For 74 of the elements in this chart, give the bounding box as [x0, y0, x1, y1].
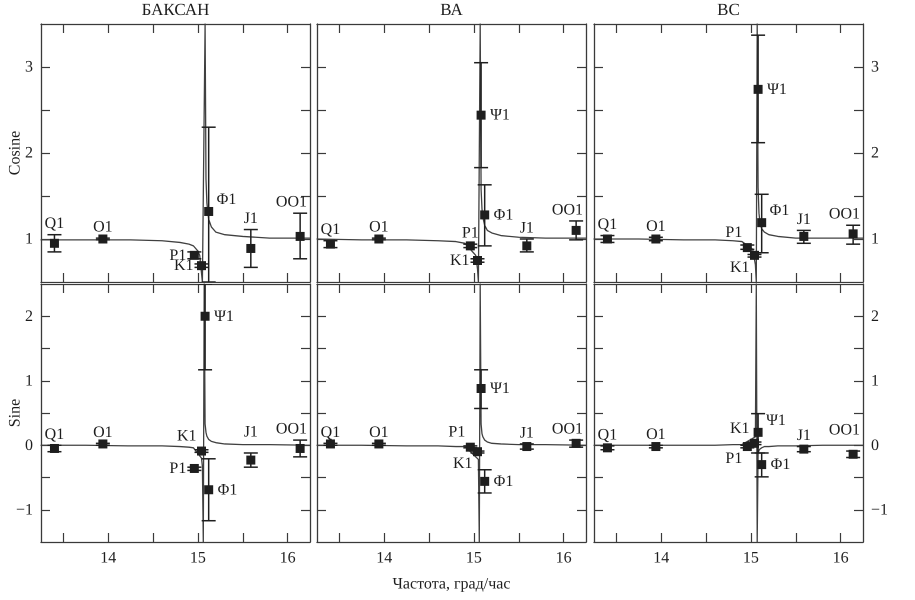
y-tick-label: 1	[871, 230, 879, 248]
annotation: J1	[244, 423, 258, 440]
annotation: P1	[462, 224, 479, 242]
annotation: Q1	[598, 216, 618, 234]
annotation: K1	[176, 428, 197, 445]
annotation: J1	[520, 424, 534, 442]
annotation: OO1	[276, 420, 307, 438]
y-tick-label: 2	[871, 308, 879, 325]
y-tick-label: −1	[16, 501, 33, 518]
annotation: Ψ1	[767, 80, 787, 98]
annotation: J1	[244, 210, 258, 228]
annotation: Q1	[320, 424, 340, 441]
y-axis-title: Sine	[6, 398, 24, 428]
y-tick-label: −1	[871, 501, 888, 518]
annotation: Φ1	[218, 481, 238, 498]
annotation: O1	[93, 424, 113, 441]
annotation: OO1	[552, 201, 583, 218]
y-tick-label: 2	[25, 144, 33, 162]
annotation: K1	[452, 455, 473, 472]
y-tick-label: 1	[25, 230, 33, 248]
annotation: J1	[520, 220, 534, 236]
annotation: Q1	[598, 426, 618, 444]
annotation: O1	[369, 424, 389, 441]
x-tick-label: 16	[832, 550, 849, 566]
x-axis-title: Частота, град/час	[392, 576, 510, 592]
annotation: P1	[169, 460, 186, 477]
annotation: Φ1	[494, 472, 514, 490]
annotation: K1	[730, 258, 750, 276]
annotation: O1	[369, 218, 389, 236]
y-tick-label: 2	[25, 308, 33, 325]
annotation: Q1	[44, 215, 64, 232]
annotation: O1	[646, 218, 666, 235]
annotation: O1	[93, 218, 113, 236]
annotation: Φ1	[770, 202, 790, 220]
x-tick-label: 15	[466, 550, 482, 566]
annotation: K1	[450, 252, 470, 269]
annotation: Q1	[44, 426, 64, 443]
annotation: P1	[725, 224, 742, 242]
x-tick-label: 16	[280, 550, 296, 566]
annotation: Ψ1	[766, 412, 786, 429]
y-tick-label: 0	[871, 436, 879, 454]
x-tick-label: 15	[190, 550, 206, 566]
annotation: Φ1	[770, 456, 790, 474]
y-tick-label: 1	[25, 372, 33, 390]
x-tick-label: 14	[100, 550, 116, 566]
annotation: Φ1	[216, 190, 236, 208]
chart-title: БАКСАН	[142, 0, 210, 19]
annotation: OO1	[552, 420, 583, 438]
annotation: P1	[448, 424, 466, 441]
y-tick-label: 3	[25, 58, 33, 76]
x-tick-label: 14	[653, 550, 670, 566]
y-tick-label: 2	[871, 144, 879, 162]
y-tick-label: 0	[25, 436, 33, 454]
annotation: Ψ1	[490, 106, 510, 124]
x-tick-label: 15	[742, 550, 759, 566]
annotation: Φ1	[494, 206, 514, 224]
chart-title: ВС	[717, 0, 740, 19]
annotation: P1	[725, 450, 742, 468]
annotation: Q1	[320, 221, 340, 238]
annotation: Ψ1	[490, 380, 510, 397]
annotation: K1	[730, 420, 750, 437]
annotation: Ψ1	[214, 308, 234, 325]
annotation: OO1	[276, 194, 307, 211]
y-tick-label: 1	[871, 372, 879, 390]
annotation: OO1	[828, 422, 860, 439]
annotation: J1	[796, 427, 811, 444]
annotation: O1	[646, 426, 666, 443]
x-tick-label: 16	[556, 550, 572, 566]
annotation: J1	[796, 210, 811, 228]
y-tick-label: 3	[871, 58, 879, 76]
chart-title: ВА	[440, 0, 464, 19]
annotation: OO1	[828, 206, 860, 223]
y-axis-title: Cosine	[6, 130, 24, 176]
x-tick-label: 14	[376, 550, 392, 566]
